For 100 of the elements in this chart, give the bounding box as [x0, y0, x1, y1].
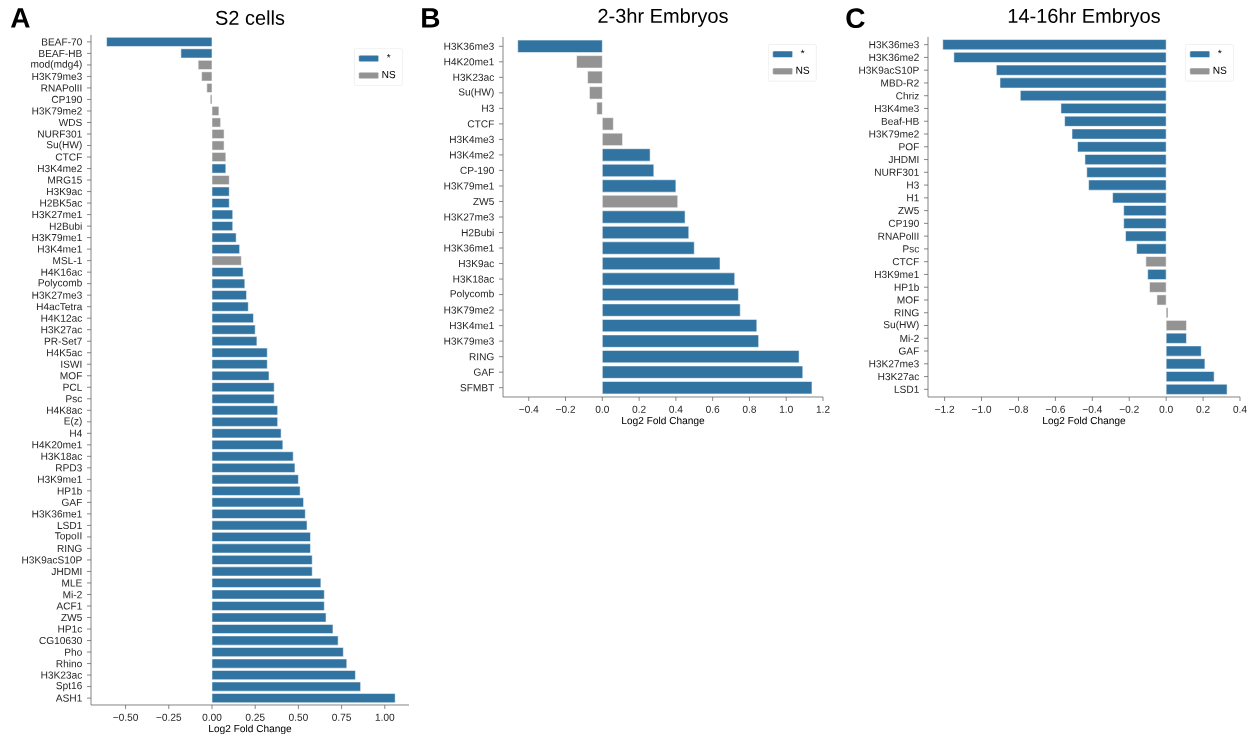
bar	[602, 303, 741, 317]
x-tick-label: 0.25	[245, 713, 265, 721]
x-tick-label: −0.8	[1008, 405, 1029, 413]
legend-label: NS	[796, 66, 810, 74]
y-tick-label: Su(HW)	[46, 140, 82, 151]
y-tick-label: H3K4me2	[38, 164, 82, 173]
bar	[602, 179, 677, 193]
y-tick-label: H3K9me1	[875, 270, 919, 279]
y-tick-label: LSD1	[57, 521, 82, 529]
text: B	[422, 8, 440, 28]
x-tick-label: 0.8	[742, 405, 757, 413]
y-tick-label: H4K20me1	[444, 58, 494, 66]
bar	[602, 132, 623, 146]
bar	[602, 257, 721, 271]
bar	[602, 117, 614, 131]
y-tick-label: H3K9ac	[47, 187, 83, 196]
y-tick-label: ISWI	[61, 360, 82, 368]
y-tick-label: H3K27me3	[32, 291, 82, 299]
chart-title: S2 cells	[215, 10, 285, 25]
y-tick-label: Pho	[65, 648, 82, 656]
y-tick-label: H3K27ac	[878, 372, 920, 381]
x-tick-label: −0.6	[1045, 405, 1065, 413]
bar	[942, 39, 1167, 51]
x-tick-label: 0.00	[202, 713, 222, 721]
bar	[602, 195, 678, 208]
bar	[602, 288, 739, 302]
y-tick-label: H3K36me1	[444, 244, 494, 252]
y-tick-label: H3K4me1	[38, 245, 82, 253]
bar	[602, 272, 735, 286]
y-tick-label: H3K4me3	[450, 135, 494, 143]
y-tick-label: H3K9acS10P	[22, 556, 82, 564]
y-tick-label: CP190	[888, 219, 919, 227]
bar	[1165, 383, 1228, 395]
y-tick-label: H3K9acS10P	[859, 66, 919, 74]
x-tick-label: 0.0	[1159, 405, 1173, 413]
bar	[1165, 320, 1187, 331]
y-tick-label: HP1b	[57, 487, 82, 495]
x-tick-label: 1.0	[779, 405, 793, 413]
y-tick-label: POF	[899, 143, 919, 151]
text: C	[846, 8, 865, 29]
y-tick-label: GAF	[61, 498, 82, 506]
y-tick-label: GAF	[898, 347, 919, 355]
y-tick-label: Su(HW)	[883, 320, 919, 331]
y-tick-label: Mi-2	[63, 590, 82, 599]
y-tick-label: H4K20me1	[32, 441, 82, 449]
y-tick-label: TopoII	[54, 532, 82, 542]
y-tick-label: E(z)	[64, 417, 82, 427]
y-tick-label: H4K8ac	[47, 406, 83, 414]
bar	[602, 319, 758, 333]
y-tick-label: H2Bubi	[461, 228, 494, 237]
y-tick-label: H3K36me3	[444, 42, 494, 50]
y-tick-label: SFMBT	[460, 384, 495, 392]
legend-label: *	[386, 53, 391, 58]
y-tick-label: ZW5	[473, 197, 494, 206]
y-tick-label: Chriz	[896, 92, 919, 100]
chart-title: 2-3hr Embryos	[598, 8, 728, 27]
y-tick-label: MRG15	[48, 176, 82, 184]
y-tick-label: H3	[482, 104, 494, 112]
y-tick-label: H3K36me2	[869, 53, 919, 62]
y-tick-label: Beaf-HB	[881, 117, 919, 125]
y-tick-label: GAF	[473, 368, 494, 376]
y-tick-label: JHDMI	[51, 567, 82, 575]
bar	[602, 148, 651, 162]
y-tick-label: H3K36me3	[869, 41, 919, 49]
y-tick-label: CTCF	[467, 120, 494, 128]
y-tick-label: H3K18ac	[41, 452, 83, 460]
y-tick-label: PR-Set7	[44, 337, 82, 345]
x-tick-label: 0.2	[1196, 405, 1210, 413]
y-tick-label: H3K27ac	[41, 326, 83, 334]
y-tick-label: RING	[469, 353, 494, 361]
x-tick-label: 1.2	[816, 405, 830, 413]
y-tick-label: H3K79me3	[444, 337, 494, 345]
bar	[602, 241, 695, 255]
y-tick-label: H3K4me3	[875, 104, 919, 113]
y-tick-label: CP190	[51, 95, 82, 104]
y-tick-label: ACF1	[56, 602, 82, 610]
y-tick-label: Su(HW)	[458, 88, 494, 98]
y-tick-label: H3K23ac	[41, 671, 83, 679]
y-tick-label: H3K79me1	[32, 234, 82, 242]
x-tick-label: 0.2	[632, 405, 646, 413]
bar	[602, 334, 759, 348]
bar	[602, 210, 686, 224]
x-tick-label: 0.6	[706, 405, 720, 413]
x-axis-title: Log2 Fold Change	[209, 724, 292, 734]
x-tick-label: 0.0	[595, 405, 609, 413]
y-tick-label: JHDMI	[888, 156, 919, 164]
bar	[596, 101, 603, 115]
y-tick-label: Mi-2	[900, 334, 919, 342]
x-axis-title: Log2 Fold Change	[622, 416, 705, 427]
y-tick-label: ZW5	[898, 207, 919, 215]
y-tick-label: H3K18ac	[453, 275, 495, 283]
x-axis-title: Log2 Fold Change	[1043, 416, 1126, 427]
bar	[602, 163, 655, 177]
y-tick-label: HP1c	[58, 625, 83, 633]
y-tick-label: H3K79me3	[32, 72, 82, 81]
y-tick-label: RING	[894, 309, 919, 317]
x-tick-label: −0.50	[113, 713, 139, 721]
y-tick-label: CTCF	[55, 153, 82, 161]
y-tick-label: MLE	[62, 579, 82, 587]
y-tick-label: MSL-1	[53, 257, 82, 265]
